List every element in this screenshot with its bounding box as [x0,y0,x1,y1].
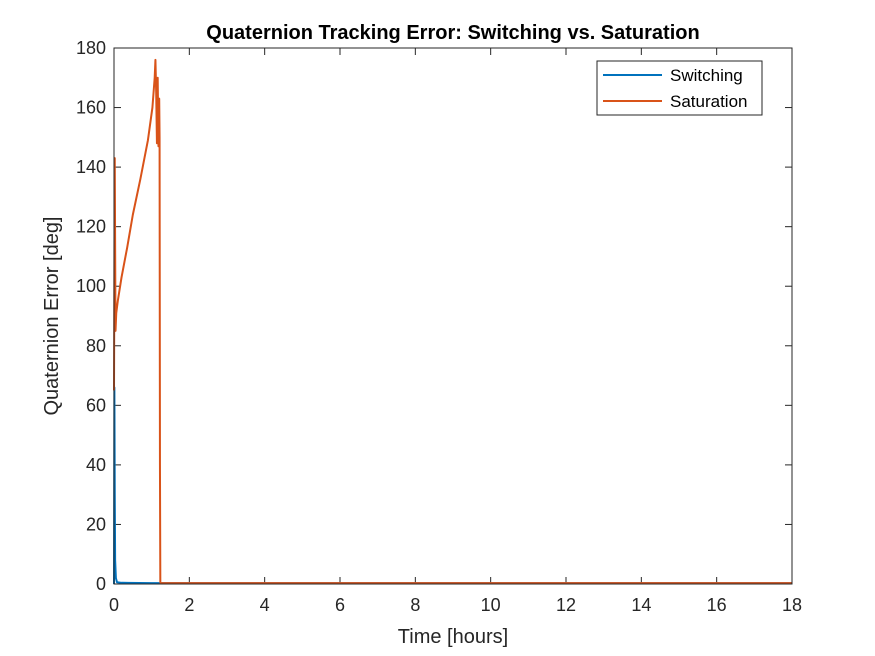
y-tick-label: 140 [76,157,106,177]
x-tick-label: 18 [782,595,802,615]
x-tick-label: 8 [410,595,420,615]
series-lines [113,58,792,585]
x-tick-label: 12 [556,595,576,615]
chart-title: Quaternion Tracking Error: Switching vs.… [206,22,699,44]
x-tick-label: 2 [184,595,194,615]
x-tick-label: 16 [707,595,727,615]
legend: Switching Saturation [596,60,763,116]
y-tick-label: 160 [76,98,106,118]
y-tick-label: 20 [86,514,106,534]
x-tick-label: 6 [335,595,345,615]
y-tick-label: 0 [96,574,106,594]
plot-area [114,48,792,584]
y-tick-label: 40 [86,455,106,475]
y-tick-label: 60 [86,395,106,415]
x-tick-label: 10 [481,595,501,615]
y-axis-ticks: 0 20 40 60 80 100 120 140 160 180 [76,38,792,594]
x-tick-label: 14 [631,595,651,615]
x-axis-label: Time [hours] [398,626,508,648]
x-tick-label: 0 [109,595,119,615]
y-tick-label: 120 [76,217,106,237]
y-tick-label: 80 [86,336,106,356]
legend-label-switching: Switching [670,66,743,85]
legend-label-saturation: Saturation [670,92,748,111]
y-tick-label: 180 [76,38,106,58]
y-tick-label: 100 [76,276,106,296]
y-axis-label: Quaternion Error [deg] [41,217,63,416]
axes-box [113,47,793,585]
x-tick-label: 4 [260,595,270,615]
series-line-saturation [113,58,792,585]
legend-box [596,60,763,116]
